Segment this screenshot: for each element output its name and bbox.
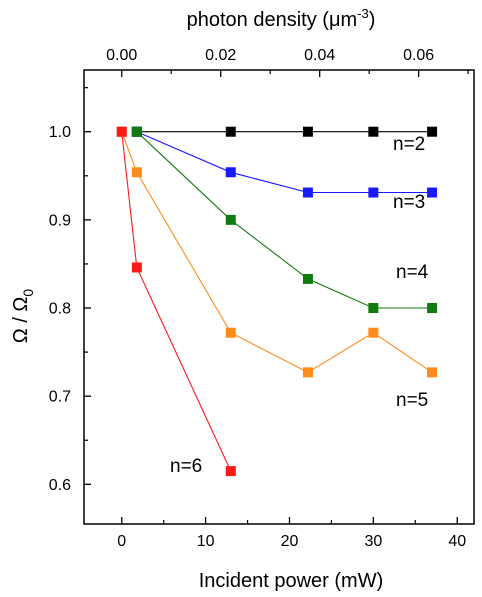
series-layer (116, 126, 438, 477)
y-axis-title: Ω / Ω0 (10, 289, 36, 344)
data-point (368, 327, 379, 338)
markers-n4 (131, 126, 438, 314)
top-axis-title: photon density (μm-3) (187, 6, 376, 31)
top-x-tick-label: 0.06 (403, 47, 434, 64)
data-point (427, 367, 438, 378)
x-tick-label: 0 (117, 533, 126, 550)
data-point (116, 126, 127, 137)
series-line (136, 131, 433, 194)
axis-ticks: 0 10 20 30 40 0.00 0.02 0.04 0.06 0.6 0.7 0.8 0.9 1.0 (49, 47, 469, 550)
markers-n5 (116, 126, 438, 378)
x-tick-label: 30 (364, 533, 382, 550)
data-point (302, 273, 313, 284)
label-n3: n=3 (393, 192, 425, 213)
data-point (368, 126, 379, 137)
series-n6 (121, 131, 232, 472)
label-n5: n=5 (396, 390, 428, 411)
data-point (302, 187, 313, 198)
plot-frame (83, 69, 475, 525)
y-tick-label: 1.0 (49, 124, 71, 141)
x-axis-title: Incident power (mW) (199, 570, 384, 592)
series-n5 (121, 131, 433, 374)
top-x-tick-label: 0.02 (205, 47, 236, 64)
series-n4 (136, 131, 433, 309)
label-n2: n=2 (393, 134, 425, 155)
label-n4: n=4 (396, 262, 429, 283)
y-tick-label: 0.6 (49, 477, 71, 494)
top-x-tick-label: 0.04 (304, 47, 335, 64)
y-tick-label: 0.9 (49, 212, 71, 229)
data-point (302, 367, 313, 378)
svg-text:Ω / Ω0: Ω / Ω0 (10, 289, 36, 344)
data-point (225, 126, 236, 137)
data-point (368, 303, 379, 314)
series-line (136, 131, 433, 309)
data-point (368, 187, 379, 198)
data-point (225, 466, 236, 477)
data-point (302, 126, 313, 137)
series-line (121, 131, 232, 472)
x-tick-label: 20 (281, 533, 299, 550)
data-point (225, 327, 236, 338)
data-point (427, 126, 438, 137)
y-tick-label: 0.8 (49, 301, 71, 318)
data-point (131, 126, 142, 137)
svg-text:photon density (μm-3): photon density (μm-3) (187, 6, 376, 31)
data-point (427, 303, 438, 314)
x-tick-label: 40 (448, 533, 466, 550)
label-n6: n=6 (170, 456, 202, 477)
markers-n6 (116, 126, 236, 477)
data-point (225, 214, 236, 225)
data-point (427, 187, 438, 198)
series-line (121, 131, 433, 374)
data-point (131, 262, 142, 273)
y-tick-label: 0.7 (49, 389, 71, 406)
top-x-tick-label: 0.00 (106, 47, 137, 64)
data-point (225, 167, 236, 178)
data-point (131, 167, 142, 178)
series-n3 (136, 131, 433, 194)
x-tick-label: 10 (197, 533, 215, 550)
